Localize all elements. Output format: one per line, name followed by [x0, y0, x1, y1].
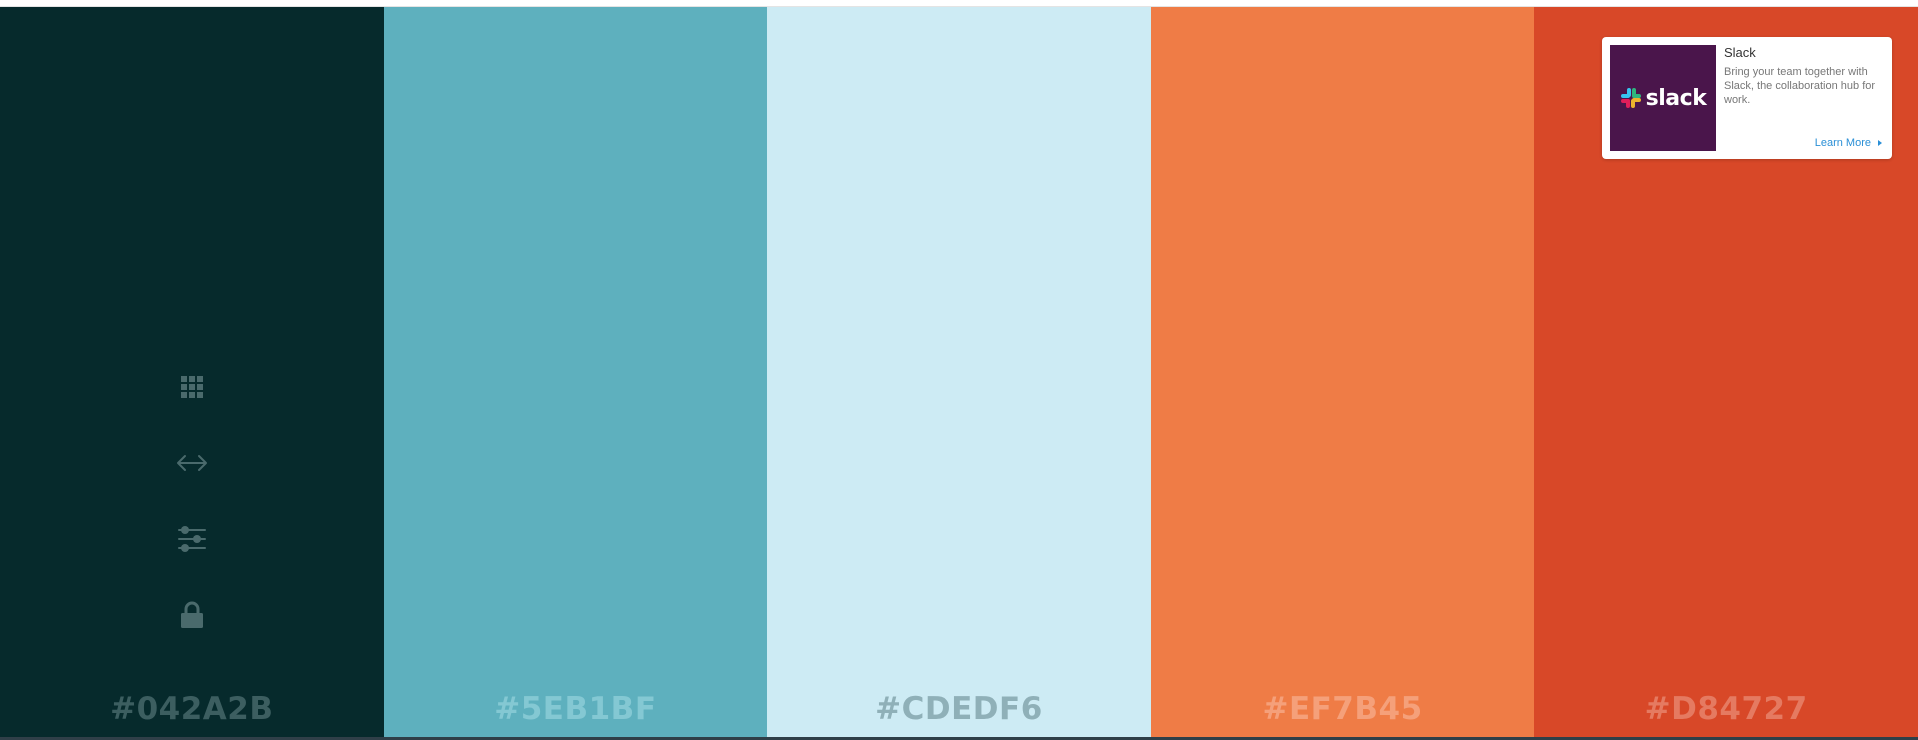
color-palette: #042A2B #5EB1BF #CDEDF6 #EF7B45 #D84727: [0, 7, 1918, 737]
arrows-horizontal-icon: [176, 455, 207, 471]
hex-code-label[interactable]: #042A2B: [110, 691, 274, 727]
hex-code-label[interactable]: #D84727: [1644, 691, 1808, 727]
slack-wordmark: slack: [1645, 85, 1707, 111]
ad-description: Bring your team together with Slack, the…: [1724, 66, 1876, 106]
lock-icon: [180, 601, 203, 628]
adjust-color-button[interactable]: [172, 519, 212, 559]
hex-code-label[interactable]: #5EB1BF: [494, 691, 657, 727]
caret-right-icon: [1878, 140, 1882, 146]
slack-logo[interactable]: slack: [1610, 45, 1716, 151]
lock-color-button[interactable]: [172, 595, 212, 635]
learn-more-label: Learn More: [1814, 137, 1871, 149]
view-shades-button[interactable]: [172, 367, 212, 407]
swatch-3[interactable]: #CDEDF6: [767, 7, 1151, 737]
swatch-1[interactable]: #042A2B: [0, 7, 384, 737]
swatch-4[interactable]: #EF7B45: [1150, 7, 1535, 737]
swatch-tools: [0, 367, 384, 635]
ad-title[interactable]: Slack: [1724, 45, 1756, 60]
learn-more-link[interactable]: Learn More: [1815, 137, 1882, 149]
hex-code-label[interactable]: #CDEDF6: [875, 691, 1043, 727]
sliders-icon: [177, 526, 206, 552]
drag-swatch-button[interactable]: [172, 443, 212, 483]
hex-code-label[interactable]: #EF7B45: [1262, 691, 1423, 727]
swatch-2[interactable]: #5EB1BF: [383, 7, 768, 737]
bottom-bar: [0, 737, 1918, 740]
grid-icon: [180, 376, 203, 398]
top-bar: [0, 0, 1918, 7]
slack-hash-icon: [1620, 88, 1641, 108]
sponsored-ad-card[interactable]: slack Slack Bring your team together wit…: [1602, 37, 1892, 159]
